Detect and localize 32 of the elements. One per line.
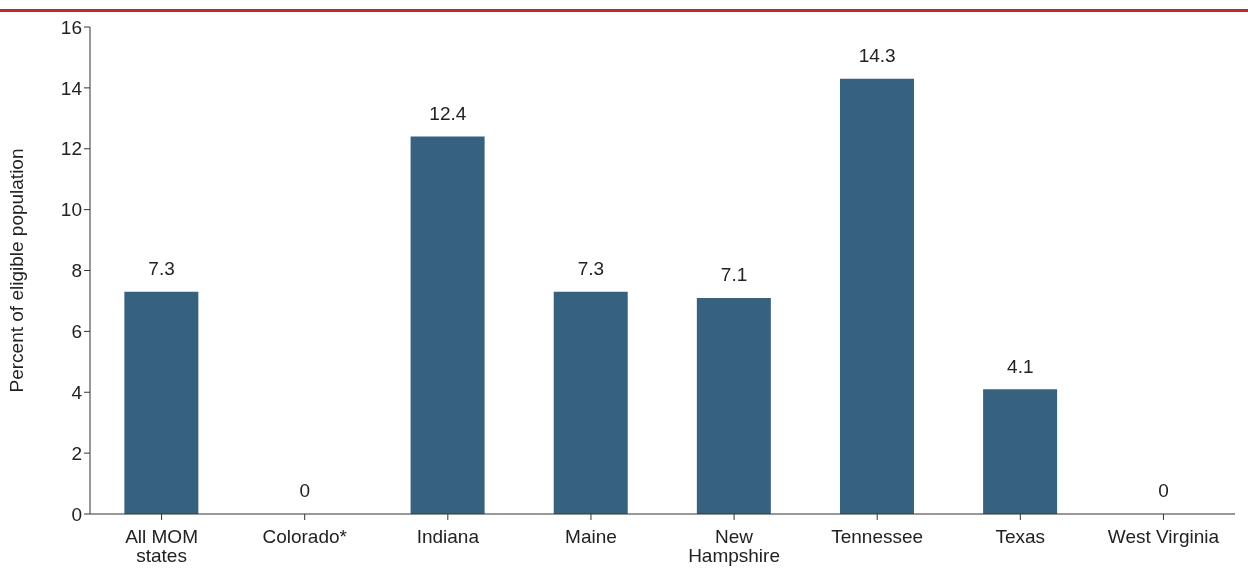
bar: [124, 291, 199, 514]
y-axis-title: Percent of eligible population: [5, 148, 27, 393]
x-tick-label: West Virginia: [1107, 526, 1220, 548]
data-label: 7.1: [720, 264, 748, 286]
y-tick-label: 10: [60, 199, 82, 221]
x-tick-label: Tennessee: [831, 526, 924, 548]
x-tick-label: Texas: [995, 526, 1046, 548]
data-label: 7.3: [148, 258, 175, 280]
y-tick-label: 12: [60, 138, 82, 160]
data-label: 7.3: [577, 258, 605, 280]
bar: [839, 78, 914, 514]
y-tick-label: 6: [71, 321, 82, 343]
x-tick-label: New Hampshire: [688, 526, 780, 567]
x-tick-label: Colorado*: [262, 526, 348, 548]
x-tick-label: Maine: [565, 526, 617, 548]
y-tick-label: 16: [60, 16, 82, 38]
bar: [553, 291, 628, 514]
data-label: 14.3: [858, 45, 896, 67]
x-tick-label: Indiana: [416, 526, 480, 548]
y-tick-label: 2: [71, 442, 82, 464]
y-tick-label: 14: [60, 77, 83, 99]
y-tick-label: 0: [71, 503, 82, 525]
data-label: 12.4: [429, 103, 467, 125]
y-tick-label: 8: [71, 260, 82, 282]
bar: [410, 136, 485, 514]
x-tick-label: All MOM states: [125, 526, 198, 567]
data-label: 0: [1158, 480, 1169, 502]
data-label: 4.1: [1007, 355, 1034, 377]
y-tick-label: 4: [71, 381, 83, 403]
bar: [696, 297, 771, 514]
data-label: 0: [299, 480, 310, 502]
bar: [983, 389, 1058, 514]
